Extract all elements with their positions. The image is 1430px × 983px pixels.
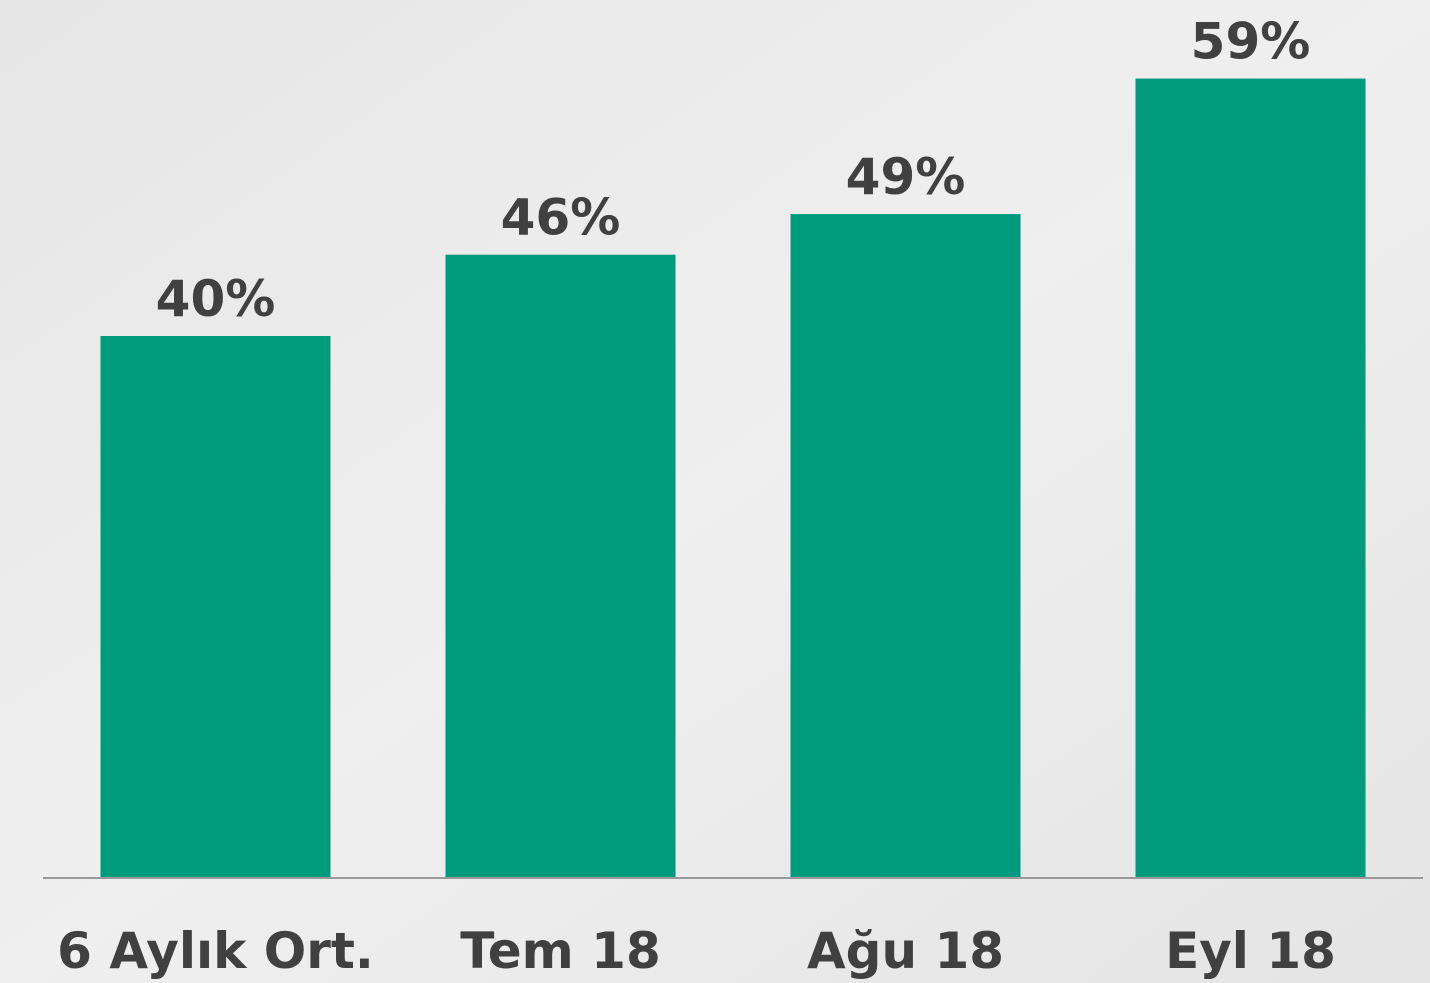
x-tick-label: 6 Aylık Ort. <box>57 922 374 980</box>
x-tick-label: Ağu 18 <box>807 922 1004 980</box>
bar <box>1135 78 1366 879</box>
value-label: 40% <box>156 270 276 328</box>
x-tick-label: Eyl 18 <box>1165 922 1336 980</box>
value-label: 49% <box>846 148 966 206</box>
bar <box>790 214 1021 879</box>
x-tick-label: Tem 18 <box>460 922 660 980</box>
value-label: 59% <box>1191 13 1311 71</box>
value-label: 46% <box>501 189 621 247</box>
bar <box>100 336 331 878</box>
bar <box>445 254 676 878</box>
